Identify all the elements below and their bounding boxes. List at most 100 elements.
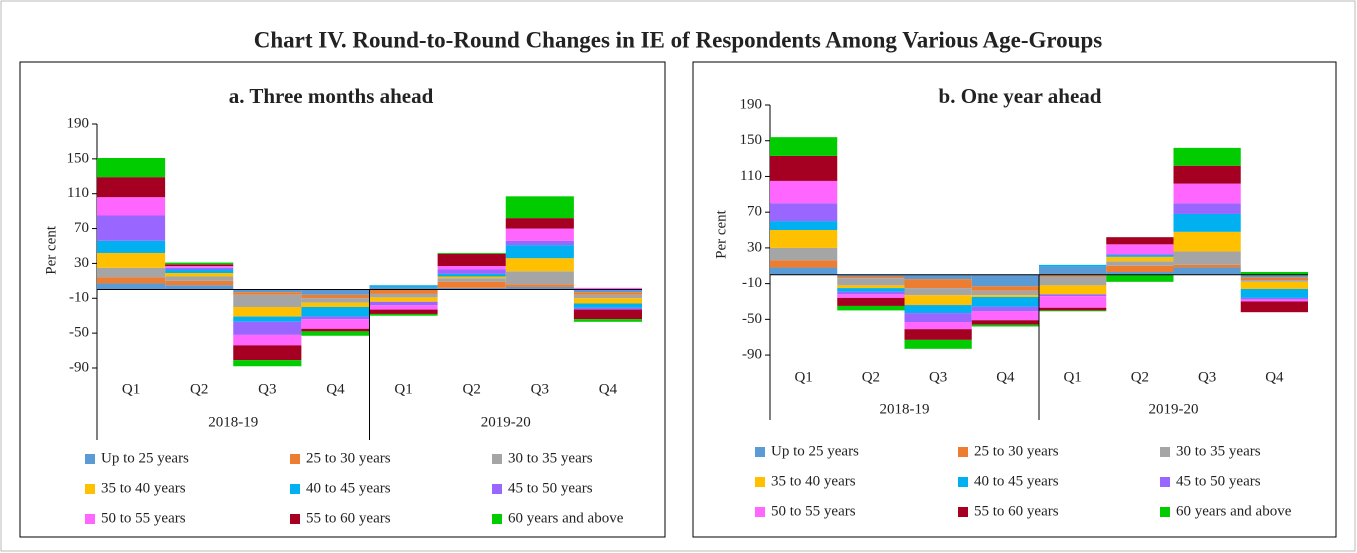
y-tick-label: 70 <box>74 220 89 236</box>
bar-segment <box>233 321 302 335</box>
legend-label: 50 to 55 years <box>101 510 186 526</box>
chart-title: a. Three months ahead <box>229 84 434 108</box>
bar-segment <box>165 267 234 270</box>
legend-label: 30 to 35 years <box>1176 443 1261 459</box>
bar-segment <box>904 288 972 296</box>
bar-segment <box>573 298 642 304</box>
bar-segment <box>770 247 838 261</box>
bar-segment <box>1039 274 1107 277</box>
bar-segment <box>1173 251 1241 265</box>
bar-segment <box>301 306 370 317</box>
bar-segment <box>573 287 642 290</box>
x-tick-label: Q1 <box>1063 369 1081 385</box>
bar-segment <box>1240 288 1308 298</box>
bar-segment <box>971 274 1039 287</box>
bar-segment <box>904 305 972 314</box>
bar-segment <box>1173 165 1241 184</box>
bar-segment <box>573 292 642 295</box>
y-tick-label: 110 <box>67 185 89 201</box>
legend-label: 25 to 30 years <box>974 443 1059 459</box>
bar-segment <box>770 260 838 268</box>
legend-swatch <box>1160 477 1170 487</box>
group-label: 2019-20 <box>1149 401 1199 417</box>
bar-segment <box>505 228 574 241</box>
y-axis-label: Per cent <box>43 225 59 275</box>
bar-segment <box>301 331 370 336</box>
bar-segment <box>1106 265 1174 273</box>
legend-swatch <box>85 484 95 494</box>
legend-label: 60 years and above <box>508 510 624 526</box>
bar-segment <box>1106 255 1174 257</box>
bar-segment <box>770 180 838 204</box>
bar-segment <box>1240 277 1308 281</box>
legend-label: 40 to 45 years <box>306 480 391 496</box>
bar-segment <box>573 309 642 320</box>
bar-segment <box>971 295 1039 298</box>
bar-segment <box>1039 310 1107 312</box>
bar-segment <box>1039 266 1107 275</box>
bar-segment <box>233 316 302 322</box>
bar-segment <box>165 264 234 267</box>
legend-label: 55 to 60 years <box>974 503 1059 519</box>
bar-segment <box>573 303 642 308</box>
legend-swatch <box>492 484 502 494</box>
legend-swatch <box>958 507 968 517</box>
bar-segment <box>770 137 838 156</box>
bar-segment <box>437 253 506 267</box>
bar-segment <box>233 294 302 307</box>
group-label: 2018-19 <box>208 414 258 430</box>
bar-segment <box>233 292 302 295</box>
bar-segment <box>1173 183 1241 204</box>
bar-segment <box>1106 237 1174 245</box>
bar-segment <box>369 305 438 310</box>
bar-segment <box>573 289 642 293</box>
bar-segment <box>369 285 438 287</box>
legend-swatch <box>755 477 765 487</box>
bar-segment <box>437 278 506 282</box>
legend-swatch <box>755 447 765 457</box>
bar-segment <box>770 221 838 231</box>
bar-segment <box>770 230 838 248</box>
bar-segment <box>837 294 905 298</box>
x-tick-label: Q2 <box>1131 369 1149 385</box>
bar-segment <box>1106 244 1174 255</box>
legend-label: Up to 25 years <box>771 443 859 459</box>
bar-segment <box>437 273 506 277</box>
legend-swatch <box>492 514 502 524</box>
legend-swatch <box>958 477 968 487</box>
y-tick-label: -90 <box>742 347 762 363</box>
bar-segment <box>437 252 506 254</box>
bar-segment <box>505 196 574 219</box>
y-tick-label: 30 <box>74 255 89 271</box>
legend-label: 35 to 40 years <box>101 480 186 496</box>
bar-segment <box>1173 264 1241 268</box>
legend-swatch <box>492 454 502 464</box>
bar-segment <box>369 297 438 302</box>
bar-segment <box>369 301 438 306</box>
bar-segment <box>904 322 972 330</box>
legend-label: 45 to 50 years <box>508 480 593 496</box>
x-tick-label: Q2 <box>862 369 880 385</box>
legend-swatch <box>755 507 765 517</box>
x-tick-label: Q1 <box>122 381 140 397</box>
bar-segment <box>1240 274 1308 278</box>
bar-segment <box>1240 272 1308 275</box>
bar-segment <box>505 286 574 290</box>
bar-segment <box>301 319 370 329</box>
bar-segment <box>573 319 642 322</box>
bar-segment <box>301 294 370 299</box>
bar-segment <box>904 329 972 340</box>
bar-segment <box>837 297 905 306</box>
x-tick-label: Q4 <box>996 369 1015 385</box>
bar-segment <box>837 305 905 311</box>
bar-segment <box>837 278 905 286</box>
bar-segment <box>97 157 166 178</box>
bar-segment <box>233 334 302 346</box>
group-label: 2018-19 <box>880 401 930 417</box>
bar-segment <box>165 262 234 265</box>
legend-swatch <box>290 514 300 524</box>
y-tick-label: 150 <box>740 132 763 148</box>
bar-segment <box>837 285 905 289</box>
